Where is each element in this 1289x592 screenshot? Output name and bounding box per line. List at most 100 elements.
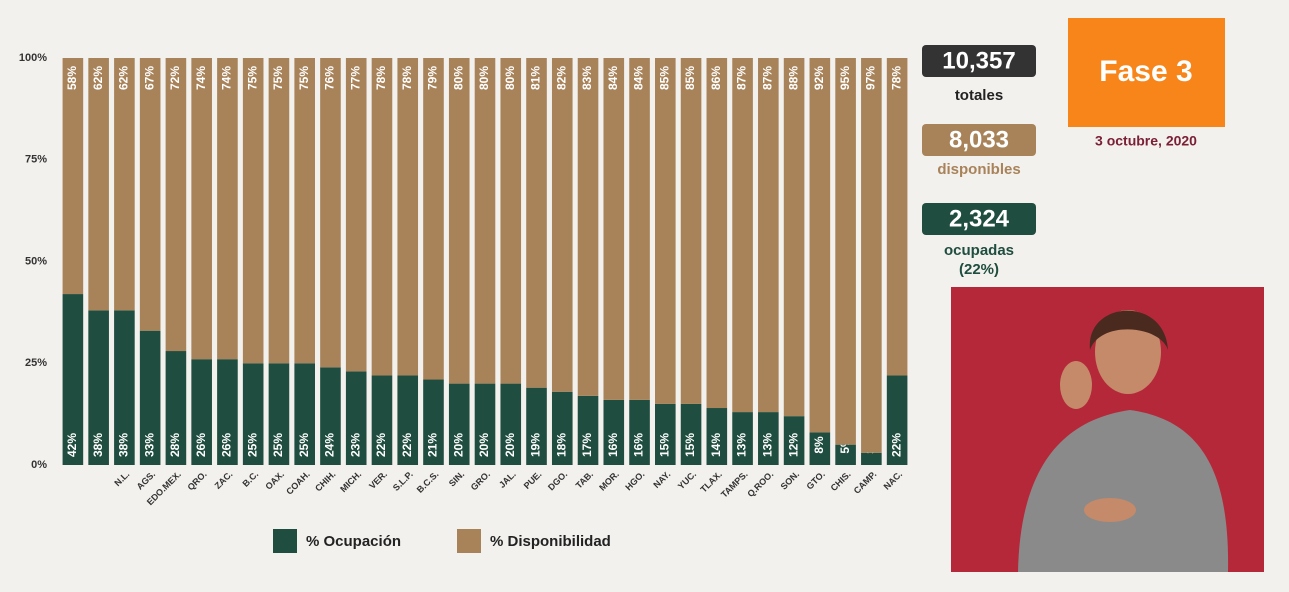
value-label: 17% (580, 433, 594, 457)
bar-segment (242, 58, 264, 364)
bar-segment (603, 58, 625, 400)
value-label: 80% (503, 66, 517, 90)
bar-segment (835, 444, 856, 465)
bar-segment (783, 416, 805, 465)
bar-segment (758, 412, 779, 465)
disponibles-number: 8,033 (949, 126, 1009, 153)
value-label: 25% (245, 433, 259, 457)
bar-segment (345, 371, 367, 465)
bar-segment (603, 399, 625, 465)
value-label: 76% (323, 66, 337, 90)
bar-segment (474, 58, 496, 384)
bar-segment (861, 452, 882, 465)
bar-segment (423, 58, 444, 380)
fase-label: Fase 3 (1099, 55, 1192, 88)
bar-segment (783, 58, 805, 417)
bar-segment (397, 58, 419, 376)
bar-segment (680, 403, 702, 465)
totales-number: 10,357 (942, 47, 1015, 74)
value-label: 8% (812, 436, 826, 454)
value-label: 14% (709, 433, 723, 457)
bar-segment (217, 359, 238, 465)
value-label: 77% (348, 66, 362, 90)
bar-segment (809, 432, 831, 465)
value-label: 67% (142, 66, 156, 90)
bar-segment (242, 363, 264, 465)
value-label: 83% (580, 66, 594, 90)
value-label: 78% (889, 66, 903, 90)
bar-segment (165, 351, 187, 465)
value-label: 75% (297, 66, 311, 90)
value-label: 74% (220, 66, 234, 90)
fase-box (1068, 18, 1225, 127)
totales-label: totales (955, 87, 1003, 104)
bar-segment (680, 58, 702, 404)
value-label: 82% (554, 66, 568, 90)
bar-segment (397, 375, 419, 465)
value-label: 13% (735, 433, 749, 457)
value-label: 21% (426, 433, 440, 457)
bar-segment (500, 58, 522, 384)
value-label: 20% (451, 433, 465, 457)
bar-segment (629, 399, 650, 465)
bar-segment (629, 58, 650, 400)
bar-segment (88, 58, 109, 311)
value-label: 38% (117, 433, 131, 457)
legend-label: % Disponibilidad (490, 533, 611, 550)
bar-segment (62, 58, 84, 295)
bar-segment (114, 58, 135, 311)
value-label: 28% (168, 433, 182, 457)
bar-segment (758, 58, 779, 413)
value-label: 38% (91, 433, 105, 457)
ocupadas-label: ocupadas (944, 242, 1014, 259)
bar-segment (191, 58, 212, 360)
value-label: 75% (271, 66, 285, 90)
value-label: 19% (529, 433, 543, 457)
value-label: 81% (529, 66, 543, 90)
value-label: 33% (142, 433, 156, 457)
bar-segment (345, 58, 367, 372)
value-label: 16% (606, 433, 620, 457)
value-label: 24% (323, 433, 337, 457)
bar-segment (809, 58, 831, 433)
bar-segment (551, 58, 573, 392)
value-label: 15% (657, 433, 671, 457)
value-label: 58% (65, 66, 79, 90)
value-label: 25% (271, 433, 285, 457)
bar-segment (371, 375, 393, 465)
bar-segment (474, 383, 496, 465)
date-label: 3 octubre, 2020 (1095, 133, 1197, 149)
value-label: 20% (477, 433, 491, 457)
bar-segment (139, 330, 161, 465)
legend-swatch (457, 529, 481, 553)
value-label: 16% (632, 433, 646, 457)
bar-segment (217, 58, 238, 360)
bar-segment (320, 58, 341, 368)
value-label: 22% (889, 433, 903, 457)
value-label: 87% (761, 66, 775, 90)
interpreter-video (951, 287, 1264, 572)
disponibles-box (922, 124, 1036, 156)
bar-segment (526, 58, 547, 388)
bar-segment (655, 58, 676, 404)
bar-segment (500, 383, 522, 465)
bar-segment (577, 395, 599, 465)
value-label: 74% (194, 66, 208, 90)
value-label: 84% (632, 66, 646, 90)
value-label: 72% (168, 66, 182, 90)
bar-segment (139, 58, 161, 331)
bar-segment (88, 310, 109, 465)
value-label: 13% (761, 433, 775, 457)
value-label: 84% (606, 66, 620, 90)
value-label: 26% (194, 433, 208, 457)
value-label: 85% (683, 66, 697, 90)
bar-segment (655, 403, 676, 465)
value-label: 12% (786, 433, 800, 457)
value-label: 42% (65, 433, 79, 457)
value-label: 92% (812, 66, 826, 90)
value-label: 25% (297, 433, 311, 457)
bar-segment (577, 58, 599, 396)
value-label: 97% (864, 66, 878, 90)
